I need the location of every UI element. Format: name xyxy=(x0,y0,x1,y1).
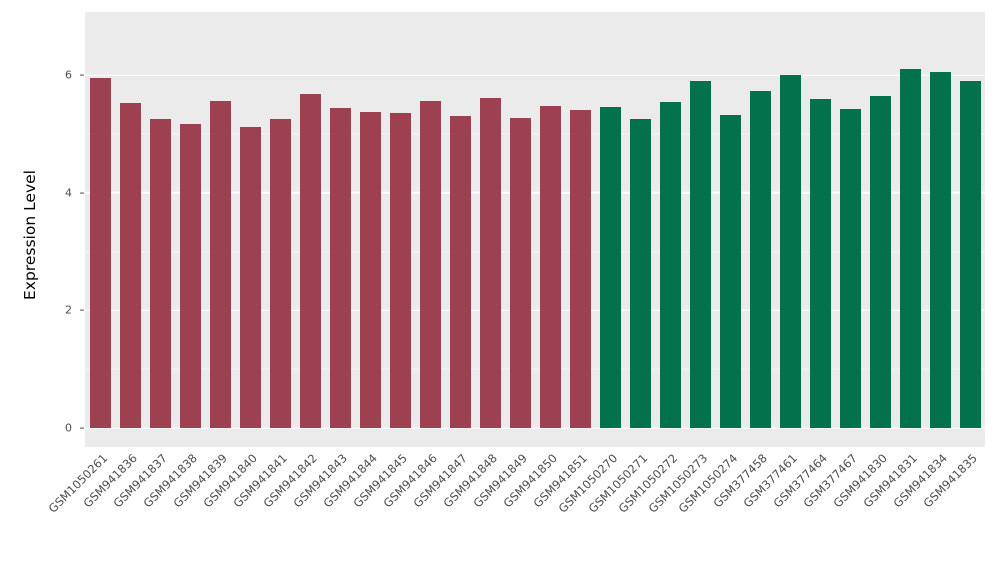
y-tick-mark xyxy=(80,74,84,76)
bar-GSM941836 xyxy=(119,103,141,428)
bar-GSM377461 xyxy=(779,75,801,428)
bar-GSM941845 xyxy=(389,112,411,428)
y-tick-label: 6 xyxy=(65,68,72,82)
bar-GSM1050273 xyxy=(689,81,711,428)
y-tick-mark xyxy=(80,192,84,194)
x-tick: GSM941835 xyxy=(920,449,985,559)
bar-GSM941840 xyxy=(239,126,261,428)
y-axis: 0 2 4 6 xyxy=(0,12,85,447)
bar-GSM377467 xyxy=(839,108,861,428)
bar-GSM941834 xyxy=(929,71,951,428)
bar-GSM941842 xyxy=(299,94,321,428)
major-gridline xyxy=(85,309,985,312)
bar-GSM941837 xyxy=(149,119,171,428)
bar-GSM941851 xyxy=(569,110,591,428)
bar-GSM377464 xyxy=(809,98,831,428)
bar-GSM941847 xyxy=(449,115,471,428)
major-gridline xyxy=(85,192,985,194)
bar-GSM941844 xyxy=(359,111,381,428)
major-gridline xyxy=(85,427,985,429)
major-gridline xyxy=(85,74,985,76)
bar-GSM1050270 xyxy=(599,106,621,428)
x-axis: GSM1050261 GSM941836 GSM941837 GSM941838 GSM… xyxy=(45,449,985,559)
y-tick-label: 4 xyxy=(65,186,72,200)
bar-GSM941843 xyxy=(329,107,351,428)
y-tick-mark xyxy=(80,427,84,429)
minor-gridline xyxy=(85,133,985,135)
bar-GSM1050274 xyxy=(719,114,741,428)
bar-GSM1050261 xyxy=(89,78,111,428)
minor-gridline xyxy=(85,251,985,253)
bars xyxy=(85,12,985,428)
bar-GSM941835 xyxy=(959,81,981,428)
minor-gridline xyxy=(85,368,985,370)
bar-GSM1050272 xyxy=(659,101,681,428)
bar-GSM941848 xyxy=(479,98,501,428)
bar-GSM941841 xyxy=(269,119,291,428)
bar-GSM941838 xyxy=(179,124,201,428)
bar-GSM941831 xyxy=(899,69,921,428)
bar-GSM1050271 xyxy=(629,119,651,428)
y-tick-mark xyxy=(80,309,84,311)
bar-GSM941830 xyxy=(869,96,891,428)
bar-GSM941839 xyxy=(209,101,231,428)
bar-GSM377458 xyxy=(749,91,771,428)
y-tick-label: 0 xyxy=(65,421,72,435)
bar-GSM941846 xyxy=(419,101,441,428)
bar-GSM941850 xyxy=(539,106,561,428)
y-tick-label: 2 xyxy=(65,303,72,317)
plot-panel xyxy=(85,12,985,447)
bar-GSM941849 xyxy=(509,117,531,428)
